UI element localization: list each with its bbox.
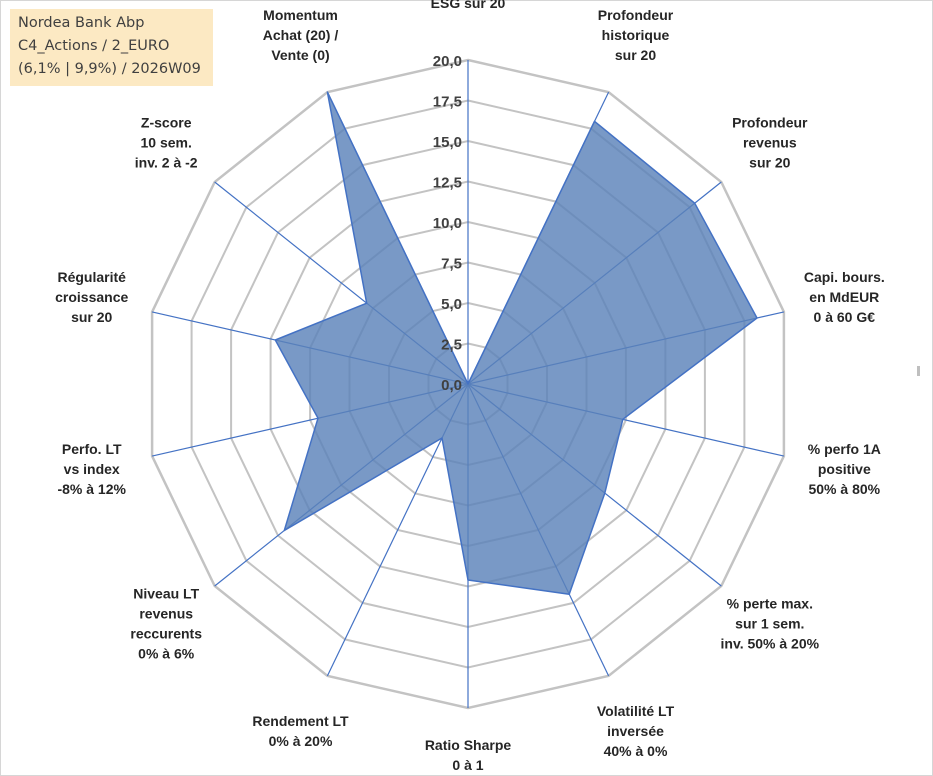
- category-label-1: Profondeur historique sur 20: [598, 7, 674, 63]
- category-label-6-line-2: 40% à 0%: [604, 743, 668, 759]
- tick-label-2: 5,0: [441, 296, 462, 313]
- category-label-7-line-1: 0 à 1: [452, 757, 483, 773]
- category-label-5-line-2: inv. 50% à 20%: [721, 636, 820, 652]
- category-label-2-line-0: Profondeur: [732, 114, 808, 130]
- category-label-10-line-0: Perfo. LT: [62, 441, 122, 457]
- tick-label-1: 2,5: [441, 337, 462, 354]
- category-label-0: NoteESG sur 20: [431, 0, 506, 11]
- category-label-9-line-3: 0% à 6%: [138, 646, 195, 662]
- resize-handle[interactable]: [917, 366, 920, 376]
- category-label-9: Niveau LT revenus reccurents 0% à 6%: [130, 586, 202, 662]
- category-label-13: Momentum Achat (20) / Vente (0): [263, 7, 339, 63]
- tick-label-6: 15,0: [433, 134, 462, 151]
- category-label-6-line-0: Volatilité LT: [597, 703, 675, 719]
- category-label-10: Perfo. LT vs index -8% à 12%: [57, 441, 126, 497]
- category-label-7-line-0: Ratio Sharpe: [425, 737, 512, 753]
- category-label-2: Profondeur revenus sur 20: [732, 114, 808, 170]
- tick-label-3: 7,5: [441, 256, 462, 273]
- chart-title-box: Nordea Bank Abp C4_Actions / 2_EURO (6,1…: [10, 9, 213, 86]
- category-label-10-line-1: vs index: [64, 461, 120, 477]
- category-label-11: Régularité croissance sur 20: [55, 269, 128, 325]
- title-company: Nordea Bank Abp: [18, 15, 145, 31]
- category-label-2-line-1: revenus: [743, 134, 797, 150]
- category-label-6-line-1: inversée: [607, 723, 664, 739]
- category-label-3-line-0: Capi. bours.: [804, 269, 885, 285]
- tick-label-4: 10,0: [433, 215, 462, 232]
- tick-label-8: 20,0: [433, 53, 462, 70]
- category-labels: NoteESG sur 20 Profondeur historique sur 20…: [55, 0, 885, 773]
- category-label-9-line-2: reccurents: [130, 626, 202, 642]
- series-area-0: [274, 91, 758, 595]
- title-stats: (6,1% | 9,9%) / 2026W09: [18, 61, 201, 77]
- category-label-4-line-0: % perfo 1A: [808, 441, 881, 457]
- category-label-12-line-1: 10 sem.: [141, 134, 192, 150]
- category-label-11-line-0: Régularité: [57, 269, 126, 285]
- category-label-12: Z-score 10 sem. inv. 2 à -2: [135, 114, 198, 170]
- category-label-4-line-1: positive: [818, 461, 871, 477]
- category-label-8-line-1: 0% à 20%: [269, 733, 333, 749]
- category-label-5-line-1: sur 1 sem.: [735, 616, 804, 632]
- category-label-0-line-1: ESG sur 20: [431, 0, 506, 11]
- category-label-11-line-1: croissance: [55, 289, 128, 305]
- category-label-13-line-1: Achat (20) /: [263, 27, 339, 43]
- category-label-4: % perfo 1A positive 50% à 80%: [808, 441, 881, 497]
- category-label-7: Ratio Sharpe 0 à 1: [425, 737, 512, 773]
- category-label-9-line-1: revenus: [139, 606, 193, 622]
- category-label-3: Capi. bours. en MdEUR 0 à 60 G€: [804, 269, 885, 325]
- category-label-12-line-2: inv. 2 à -2: [135, 154, 198, 170]
- tick-label-5: 12,5: [433, 175, 462, 192]
- title-category: C4_Actions / 2_EURO: [18, 38, 170, 54]
- radar-series: [274, 91, 758, 595]
- tick-label-0: 0,0: [441, 377, 462, 394]
- category-label-1-line-1: historique: [602, 27, 670, 43]
- category-label-13-line-0: Momentum: [263, 7, 338, 23]
- category-label-2-line-2: sur 20: [749, 154, 790, 170]
- category-label-1-line-2: sur 20: [615, 47, 656, 63]
- category-label-8: Rendement LT 0% à 20%: [252, 713, 349, 749]
- category-label-3-line-1: en MdEUR: [809, 289, 879, 305]
- category-label-8-line-0: Rendement LT: [252, 713, 349, 729]
- category-label-3-line-2: 0 à 60 G€: [814, 309, 876, 325]
- category-label-12-line-0: Z-score: [141, 114, 192, 130]
- category-label-10-line-2: -8% à 12%: [57, 481, 126, 497]
- category-label-1-line-0: Profondeur: [598, 7, 674, 23]
- category-label-6: Volatilité LT inversée 40% à 0%: [597, 703, 675, 759]
- category-label-5-line-0: % perte max.: [727, 596, 813, 612]
- radial-tick-labels: 0,0 2,5 5,0 7,5 10,0 12,5 15,0 17,5 20,0: [433, 53, 462, 394]
- category-label-9-line-0: Niveau LT: [133, 586, 199, 602]
- category-label-4-line-2: 50% à 80%: [808, 481, 880, 497]
- category-label-11-line-2: sur 20: [71, 309, 112, 325]
- category-label-13-line-2: Vente (0): [271, 47, 329, 63]
- tick-label-7: 17,5: [433, 94, 462, 111]
- category-label-5: % perte max. sur 1 sem. inv. 50% à 20%: [721, 596, 820, 652]
